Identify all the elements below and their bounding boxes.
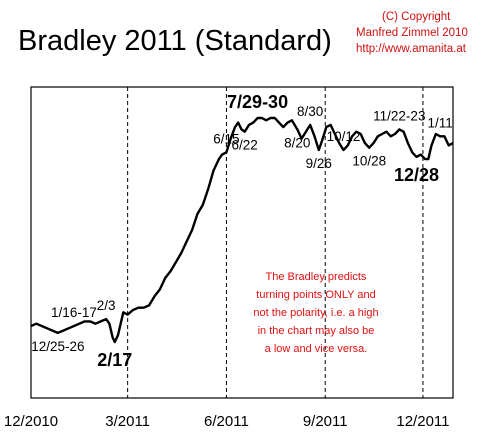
turning-point-label: 1/11: [427, 115, 452, 130]
turning-point-label: 6/15: [213, 131, 239, 146]
turning-point-label: 11/22-23: [373, 108, 425, 123]
turning-point-label: 2/3: [97, 298, 116, 313]
grid-layer: [127, 87, 424, 398]
turning-point-label: 2/17: [97, 350, 132, 370]
note-line-2: turning points ONLY and: [256, 289, 375, 301]
plot-frame: [30, 86, 454, 399]
turning-point-label: 12/25-26: [31, 339, 84, 354]
copyright-line-1: (C) Copyright: [382, 11, 451, 23]
x-tick-label: 12/2011: [396, 413, 449, 430]
turning-point-label: 8/30: [297, 104, 323, 119]
note-line-1: The Bradley predicts: [266, 271, 367, 283]
turning-point-label: 12/28: [394, 165, 439, 185]
copyright-url: http://www.amanita.at: [356, 43, 467, 55]
turning-point-label: 1/16-17: [51, 305, 97, 320]
line-layer: [30, 116, 454, 344]
note-line-3: not the polarity, i.e. a high: [253, 307, 378, 319]
turning-point-label: 8/20: [284, 135, 310, 150]
x-tick-label: 6/2011: [204, 413, 249, 430]
turning-point-label: 7/29-30: [227, 92, 288, 112]
turning-point-label: 10/28: [352, 154, 386, 169]
turning-point-label: 10/12: [327, 129, 361, 144]
x-tick-layer: 12/2010 3/2011 6/2011 9/2011 12/2011: [4, 413, 450, 430]
turning-point-label: 6/22: [232, 138, 258, 153]
annotation-layer: 1/16-17 12/25-26 2/3 2/17 6/156/22 7/29-30 8/2…: [31, 92, 453, 370]
x-tick-label: 12/2010: [4, 413, 58, 430]
x-tick-label: 9/2011: [303, 413, 348, 430]
note-line-4: in the chart may also be: [258, 325, 375, 337]
x-tick-label: 3/2011: [105, 413, 150, 430]
turning-point-label: 9/26: [306, 156, 332, 171]
copyright-line-2: Manfred Zimmel 2010: [356, 27, 468, 39]
chart-title: Bradley 2011 (Standard): [18, 25, 332, 57]
note-line-5: a low and vice versa.: [265, 343, 368, 355]
disclaimer-note: The Bradley predicts turning points ONLY…: [253, 271, 378, 355]
bradley-line: [30, 116, 454, 344]
